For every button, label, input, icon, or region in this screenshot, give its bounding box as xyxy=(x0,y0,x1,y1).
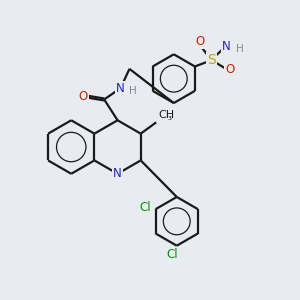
Text: N: N xyxy=(116,82,125,95)
Text: S: S xyxy=(207,53,216,67)
Text: O: O xyxy=(195,35,205,48)
Text: O: O xyxy=(225,63,234,76)
Text: O: O xyxy=(79,90,88,103)
Text: H: H xyxy=(129,85,136,96)
Text: Cl: Cl xyxy=(140,201,151,214)
Text: ₃: ₃ xyxy=(167,112,171,122)
Text: H: H xyxy=(236,44,244,54)
Text: Cl: Cl xyxy=(167,248,178,260)
Text: CH: CH xyxy=(158,110,174,120)
Text: N: N xyxy=(113,167,122,180)
Text: N: N xyxy=(222,40,230,53)
